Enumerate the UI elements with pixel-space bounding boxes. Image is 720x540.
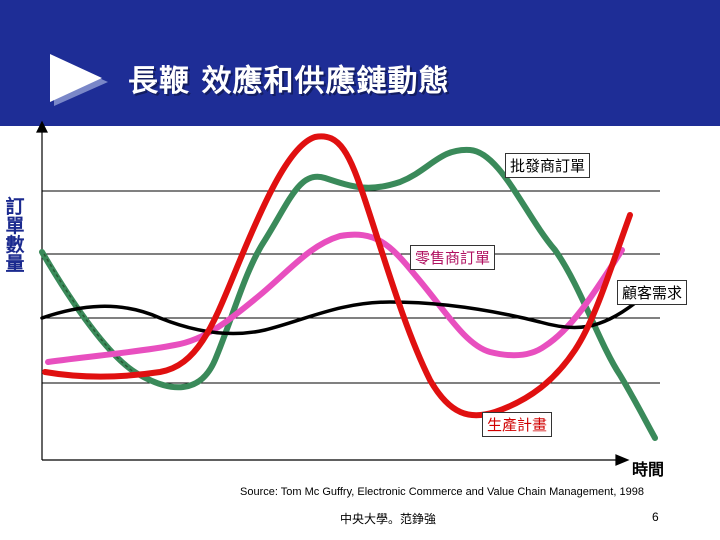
- retail-orders-label: 零售商訂單: [410, 245, 496, 270]
- consumer-demand-label: 顧客需求: [617, 280, 688, 305]
- slide-title: 長鞭 效應和供應鏈動態: [128, 64, 450, 99]
- title-bar: 長鞭 效應和供應鏈動態: [0, 0, 720, 126]
- production-plan-label: 生產計畫: [482, 412, 553, 437]
- wholesale-orders-curve: [39, 146, 658, 441]
- play-triangle-icon: [50, 54, 108, 106]
- consumer-demand-curve: [40, 300, 637, 336]
- wholesale-orders-label: 批發商訂單: [505, 153, 591, 178]
- footer-affiliation: 中央大學。范錚強: [340, 512, 437, 526]
- source-citation: Source: Tom Mc Guffry, Electronic Commer…: [240, 486, 644, 498]
- y-axis-label: 訂單數量: [5, 196, 25, 275]
- retail-orders-curve: [45, 231, 625, 365]
- x-axis-label: 時間: [632, 460, 665, 479]
- page-number: 6: [652, 510, 659, 524]
- y-axis-arrowhead: [36, 120, 48, 133]
- axes: [36, 120, 630, 466]
- production-plan-curve: [42, 133, 633, 419]
- x-axis-arrowhead: [615, 454, 630, 466]
